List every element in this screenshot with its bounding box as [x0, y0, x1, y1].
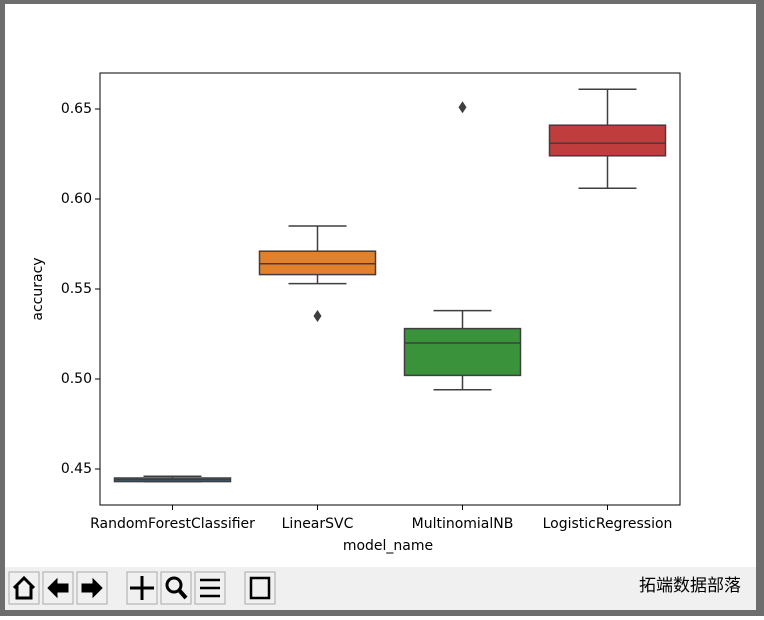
y-axis-title: accuracy [30, 257, 46, 320]
x-tick-label: LogisticRegression [543, 516, 673, 532]
box [403, 327, 522, 377]
forward-icon [81, 577, 103, 599]
zoom-handle [177, 588, 188, 600]
save-icon [249, 576, 271, 600]
plot-frame [99, 72, 681, 506]
x-tick-label: MultinomialNB [412, 516, 514, 532]
zoom-icon [165, 576, 183, 594]
back-icon [47, 577, 69, 599]
toolbar-icons [8, 571, 276, 605]
x-axis-title: model_name [343, 538, 433, 554]
watermark: 拓端数据部落 [639, 576, 741, 596]
outlier [458, 101, 467, 114]
y-tick-label: 0.55 [61, 281, 92, 297]
x-tick-label: LinearSVC [282, 516, 354, 532]
configure-icon [200, 578, 220, 598]
y-tick-label: 0.60 [61, 191, 92, 207]
y-tick-label: 0.65 [61, 101, 92, 117]
box [258, 250, 377, 276]
home-icon [12, 575, 36, 600]
y-tick-label: 0.45 [61, 461, 92, 477]
box [548, 124, 667, 157]
pan-icon [130, 576, 154, 600]
y-tick-label: 0.50 [61, 371, 92, 387]
outlier [313, 310, 322, 322]
x-tick-label: RandomForestClassifier [90, 516, 255, 532]
